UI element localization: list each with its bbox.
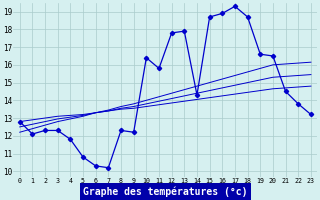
X-axis label: Graphe des températures (°c): Graphe des températures (°c) <box>83 187 248 197</box>
